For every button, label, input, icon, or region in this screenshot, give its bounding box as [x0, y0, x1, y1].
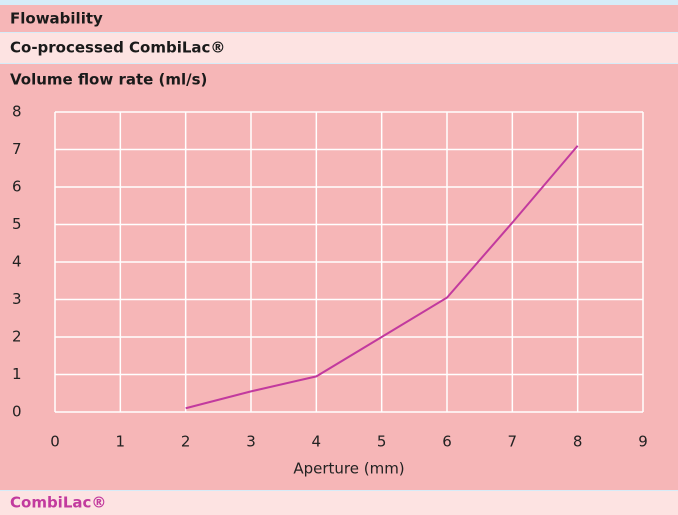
y-tick-label: 5: [12, 215, 22, 233]
y-tick-label: 1: [12, 365, 22, 383]
x-tick-label: 1: [116, 433, 126, 451]
y-tick-label: 3: [12, 290, 22, 308]
y-tick-label: 6: [12, 178, 22, 196]
title-row: [0, 5, 678, 32]
y-tick-label: 2: [12, 328, 22, 346]
x-tick-label: 2: [181, 433, 191, 451]
y-tick-label: 4: [12, 253, 22, 271]
page-title: Flowability: [10, 10, 103, 28]
x-tick-label: 6: [442, 433, 452, 451]
x-axis-label: Aperture (mm): [293, 460, 404, 478]
x-tick-label: 0: [50, 433, 60, 451]
chart-title: Volume flow rate (ml/s): [10, 71, 207, 89]
chart-panel: [0, 64, 678, 490]
x-tick-label: 8: [573, 433, 583, 451]
legend-row: [0, 491, 678, 515]
x-tick-label: 7: [508, 433, 518, 451]
x-tick-label: 5: [377, 433, 387, 451]
x-tick-label: 3: [246, 433, 256, 451]
subtitle-row: [0, 33, 678, 63]
page-subtitle: Co-processed CombiLac®: [10, 39, 225, 57]
y-tick-label: 8: [12, 103, 22, 121]
x-tick-label: 4: [312, 433, 322, 451]
legend-entry: CombiLac®: [10, 494, 106, 512]
x-tick-label: 9: [638, 433, 648, 451]
data-line: [185, 145, 579, 410]
y-tick-label: 0: [12, 403, 22, 421]
y-tick-label: 7: [12, 140, 22, 158]
